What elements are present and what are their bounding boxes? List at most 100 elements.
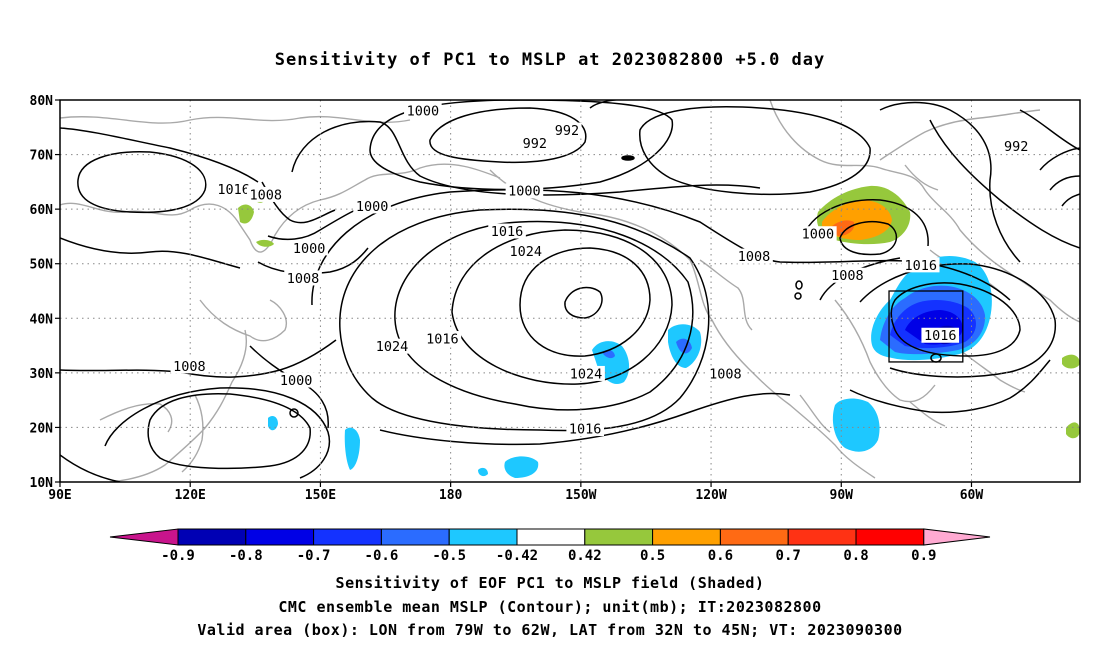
colorbar: -0.9 -0.8 -0.7 -0.6 -0.5 -0.42 0.42 0.5 0.6 0.7 0.… xyxy=(109,528,991,564)
contour-label-bg xyxy=(901,257,940,273)
lat-label: 10N xyxy=(30,476,54,491)
contour-label-bg xyxy=(284,270,322,286)
colorbar-tick-label: 0.42 xyxy=(568,548,602,564)
contour-label-bg xyxy=(214,181,253,197)
shade-neg-pacific-3 xyxy=(504,456,539,478)
lon-label: 90W xyxy=(830,488,854,503)
colorbar-tick-label: -0.5 xyxy=(432,548,466,564)
colorbar-swatch xyxy=(719,528,789,546)
contour-label: 1024 xyxy=(376,339,409,355)
contour-label: 1008 xyxy=(738,249,771,265)
map-frame xyxy=(59,99,1081,483)
contour-label-bg xyxy=(552,122,582,138)
contour-label-bg xyxy=(799,226,837,242)
contour-label-bg xyxy=(373,338,411,354)
lon-label: 90E xyxy=(48,488,71,503)
lon-label: 150W xyxy=(565,488,596,503)
colorbar-swatch xyxy=(313,528,382,546)
colorbar-tick-label: 0.7 xyxy=(776,548,801,564)
contour-label-bg xyxy=(567,365,605,381)
caption-line-3: Valid area (box): LON from 79W to 62W, L… xyxy=(197,621,903,639)
lon-label: 120E xyxy=(175,488,206,503)
contour-label: 1000 xyxy=(407,103,440,119)
contour-label: 1000 xyxy=(293,241,326,257)
caption-line-1: Sensitivity of EOF PC1 to MSLP field (Sh… xyxy=(335,574,765,592)
lat-label: 50N xyxy=(30,258,54,273)
colorbar-swatch xyxy=(516,528,586,546)
lat-label: 80N xyxy=(30,94,54,109)
contour-label: 1024 xyxy=(509,244,542,260)
colorbar-tick-label: -0.8 xyxy=(229,548,263,564)
contour-label: 1016 xyxy=(491,224,524,240)
lat-label: 20N xyxy=(30,421,54,436)
colorbar-swatch xyxy=(855,528,925,546)
colorbar-swatch xyxy=(177,528,247,546)
chart-title: Sensitivity of PC1 to MSLP at 2023082800… xyxy=(274,50,826,70)
contour-label-bg xyxy=(566,421,604,437)
contour-label-bg xyxy=(170,358,209,374)
contour-label-bg xyxy=(828,267,867,283)
caption-line-2: CMC ensemble mean MSLP (Contour); unit(m… xyxy=(278,598,822,616)
shade-neg-gulf xyxy=(832,398,880,452)
coastlines xyxy=(60,100,1080,482)
valid-area-box xyxy=(888,290,964,363)
contour-label: 1000 xyxy=(280,373,313,389)
colorbar-swatch xyxy=(787,528,857,546)
contour-label-bg xyxy=(505,183,544,199)
contour-label-bg xyxy=(353,198,391,214)
contour-label-bg xyxy=(277,372,315,388)
colorbar-tick-label: 0.9 xyxy=(911,548,936,564)
colorbar-tick-label: 0.5 xyxy=(640,548,665,564)
contour-label-bg xyxy=(404,102,442,118)
contour-label-bg xyxy=(735,248,773,264)
colorbar-tick-label: -0.42 xyxy=(496,548,538,564)
lon-label: 150E xyxy=(305,488,336,503)
contour-label-bg xyxy=(921,327,960,343)
lat-label: 30N xyxy=(30,367,54,382)
contour-label: 1016 xyxy=(426,332,459,348)
lon-label: 120W xyxy=(695,488,726,503)
mslp-contours xyxy=(60,100,1080,482)
contour-label: 1016 xyxy=(217,182,250,198)
contour-label: 1016 xyxy=(904,258,937,274)
contour-label-bg xyxy=(246,186,285,202)
contour-label: 1008 xyxy=(831,268,864,284)
lon-label: 180 xyxy=(439,488,463,503)
contour-label-bg xyxy=(290,240,328,256)
contour-label-bg xyxy=(506,243,545,259)
colorbar-tick-label: 0.6 xyxy=(708,548,733,564)
contour-label: 992 xyxy=(1004,139,1028,155)
contour-label: 1000 xyxy=(508,184,541,200)
contour-label: 1024 xyxy=(570,366,603,382)
colorbar-tick-label: 0.8 xyxy=(843,548,868,564)
contour-label: 1016 xyxy=(924,328,957,344)
contour-label: 1008 xyxy=(249,187,282,203)
contour-label: 1000 xyxy=(356,199,389,215)
lon-label: 60W xyxy=(960,488,984,503)
colorbar-swatch xyxy=(448,528,518,546)
colorbar-tick-label: -0.9 xyxy=(161,548,195,564)
colorbar-low-extend xyxy=(109,528,179,546)
contour-label: 992 xyxy=(523,136,547,152)
colorbar-swatch xyxy=(652,528,721,546)
contour-label-bg xyxy=(423,331,462,347)
contour-label: 1008 xyxy=(709,366,742,382)
contour-label-bg xyxy=(488,223,526,239)
contour-label: 1000 xyxy=(802,227,835,243)
contour-label-bg xyxy=(1001,138,1031,154)
colorbar-tick-label: -0.7 xyxy=(297,548,331,564)
colorbar-swatch xyxy=(245,528,315,546)
contour-label: 1008 xyxy=(287,271,320,287)
lat-label: 70N xyxy=(30,149,54,164)
colorbar-swatch xyxy=(584,528,654,546)
contour-label: 1008 xyxy=(173,359,206,375)
sensitivity-shading xyxy=(238,185,1080,478)
colorbar-swatch xyxy=(380,528,450,546)
lat-label: 40N xyxy=(30,312,54,327)
lat-label: 60N xyxy=(30,203,54,218)
colorbar-tick-label: -0.6 xyxy=(365,548,399,564)
